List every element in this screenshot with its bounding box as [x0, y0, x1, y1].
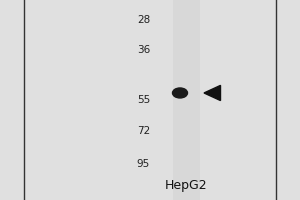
Polygon shape — [204, 85, 220, 101]
Bar — [172, 0, 200, 200]
Text: 36: 36 — [137, 45, 150, 55]
Text: HepG2: HepG2 — [165, 180, 207, 192]
Circle shape — [172, 88, 188, 98]
Text: 28: 28 — [137, 15, 150, 25]
Text: 72: 72 — [137, 126, 150, 136]
Text: 55: 55 — [137, 95, 150, 105]
Text: 95: 95 — [137, 159, 150, 169]
